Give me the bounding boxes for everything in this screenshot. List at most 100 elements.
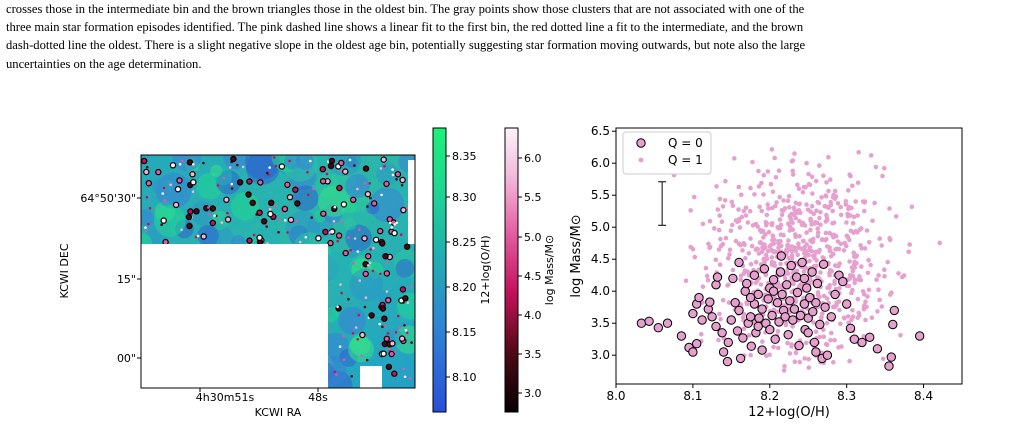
map-texture-blob <box>345 224 372 252</box>
q1-point <box>825 296 830 301</box>
q1-point <box>810 191 815 196</box>
map-cluster-point <box>256 234 263 241</box>
q1-point <box>854 261 859 266</box>
q0-point <box>662 318 673 328</box>
map-cluster-point <box>200 233 207 240</box>
map-cluster-point <box>389 221 392 225</box>
map-cluster-point <box>191 190 195 193</box>
map-texture-blob <box>369 187 405 223</box>
q1-point <box>768 181 774 187</box>
q1-point <box>781 208 786 213</box>
q0-point <box>830 289 840 300</box>
q1-point <box>808 238 813 243</box>
map-cluster-point <box>365 253 372 260</box>
q1-point <box>743 255 748 261</box>
q1-point <box>746 251 752 256</box>
q1-point <box>823 230 829 236</box>
q1-point <box>777 217 783 222</box>
q1-point <box>762 245 768 251</box>
q0-point <box>889 305 899 316</box>
map-cluster-point <box>268 207 272 211</box>
map-texture-blob <box>223 155 248 170</box>
q0-point <box>770 334 780 344</box>
map-cluster-point <box>327 162 335 170</box>
q1-point <box>785 242 790 248</box>
q1-point <box>778 222 784 228</box>
map-cluster-point <box>372 236 380 243</box>
q1-point <box>832 281 837 287</box>
q1-point <box>789 343 794 349</box>
q1-point <box>748 185 753 191</box>
q0-point <box>676 331 687 341</box>
q0-point <box>799 273 810 284</box>
q1-point <box>851 254 857 259</box>
q1-point <box>691 194 697 200</box>
map-cluster-point <box>306 170 309 174</box>
q1-point <box>835 201 841 206</box>
q1-point <box>862 246 868 251</box>
map-cluster-point <box>307 193 310 197</box>
q1-point <box>683 278 689 284</box>
q1-point <box>761 256 766 262</box>
q1-point <box>860 289 866 294</box>
map-cluster-point <box>395 178 398 181</box>
q0-point <box>802 283 812 293</box>
q0-point <box>759 264 770 274</box>
map-cluster-point <box>207 213 211 216</box>
map-cluster-point <box>405 331 409 335</box>
mass-colorbar-label: log Mass/M⊙ <box>543 235 556 305</box>
metallicity-tick-label: 8.10 <box>452 371 477 384</box>
map-cluster-point <box>162 186 166 190</box>
map-cluster-point <box>410 341 413 344</box>
q1-point <box>818 270 823 275</box>
q1-point <box>874 277 879 283</box>
q1-point <box>750 223 756 228</box>
q1-point <box>841 248 847 253</box>
q1-point <box>821 293 827 299</box>
q0-point <box>808 307 818 317</box>
q1-point <box>749 243 755 249</box>
q1-point <box>738 302 744 307</box>
q1-point <box>836 299 842 304</box>
q1-point <box>706 241 711 247</box>
map-cluster-point <box>220 221 224 224</box>
map-cluster-point <box>273 205 277 208</box>
q1-point <box>880 173 885 179</box>
map-cluster-point <box>342 334 345 338</box>
map-cluster-point <box>147 222 150 226</box>
q1-point <box>863 299 868 305</box>
q1-point <box>852 277 858 282</box>
q1-point <box>826 154 831 160</box>
q1-point <box>808 227 813 233</box>
q1-point <box>849 317 854 323</box>
q1-point <box>799 246 804 251</box>
q1-point <box>748 236 753 241</box>
q1-point <box>753 247 759 252</box>
map-cluster-point <box>377 227 384 235</box>
map-texture-blob <box>172 155 202 172</box>
q1-point <box>816 200 822 206</box>
q1-point <box>725 283 730 288</box>
q0-point <box>786 260 796 271</box>
q1-point <box>726 300 732 305</box>
q1-point <box>769 205 775 211</box>
scatter-y-tick: 4.5 <box>591 252 610 266</box>
q1-point <box>813 220 818 225</box>
q1-point <box>800 238 806 244</box>
q1-point <box>872 200 877 206</box>
q1-point <box>856 150 861 155</box>
q1-point <box>692 254 698 260</box>
q1-point <box>856 310 861 316</box>
kcwi-map-panel: 4h30m51s 48s 64°50'30" 15" 00" KCWI RA K… <box>58 154 416 419</box>
map-cluster-point <box>266 171 269 175</box>
q1-point <box>771 249 777 254</box>
map-cluster-point <box>333 205 337 209</box>
mass-tick-label: 4.5 <box>524 270 542 283</box>
q1-point <box>747 208 753 214</box>
scatter-y-tick: 3.5 <box>591 316 610 330</box>
q1-point <box>859 264 864 269</box>
map-cluster-point <box>209 205 216 212</box>
caption-line: dash-dotted line the oldest. There is a … <box>6 38 806 53</box>
map-cluster-point <box>245 191 252 198</box>
